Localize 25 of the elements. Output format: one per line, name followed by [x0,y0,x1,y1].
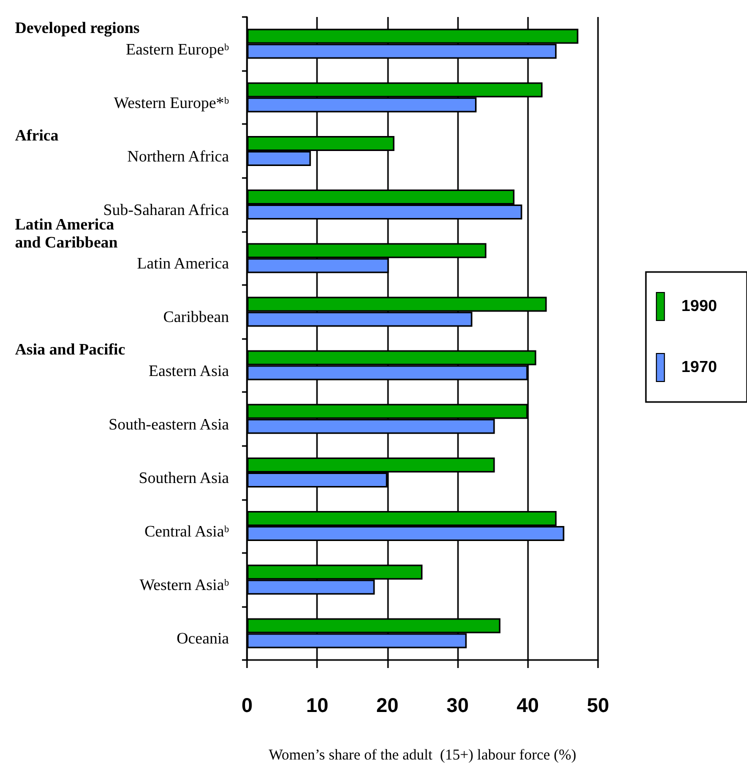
x-tick-label: 20 [376,695,399,717]
y-tick-label: Sub-Saharan Africa [103,202,229,220]
y-tick-label: Eastern Asia [148,362,229,380]
y-tick-label: Eastern Europeᵇ [126,41,230,58]
y-tick-label: Western Asiaᵇ [140,577,230,594]
x-tick-label: 40 [516,695,539,717]
y-tick-label: Caribbean [163,309,229,326]
y-tick-label: Latin America [137,256,229,273]
y-tick-label: Northern Africa [127,148,229,166]
y-tick-label: South-eastern Asia [108,416,229,434]
y-tick-label: Oceania [176,630,229,648]
text: Asia and Pacific [15,342,126,359]
legend-label: 1970 [681,359,718,376]
x-tick-label: 50 [586,695,610,717]
x-tick-label: 0 [241,695,253,717]
text: Africa [15,127,59,144]
x-axis-title: Women’s share of the adult (15+) labour force (%) [268,748,576,764]
text: Latin America and Caribbean [15,216,118,252]
text: Developed regions [15,20,140,38]
y-tick-label: Southern Asia [138,470,229,487]
y-tick-label: Western Europe*ᵇ [114,94,230,112]
x-tick-label: 10 [306,695,328,717]
y-tick-label: Central Asiaᵇ [144,524,230,541]
x-tick-label: 30 [446,695,469,717]
legend-label: 1990 [681,298,718,315]
